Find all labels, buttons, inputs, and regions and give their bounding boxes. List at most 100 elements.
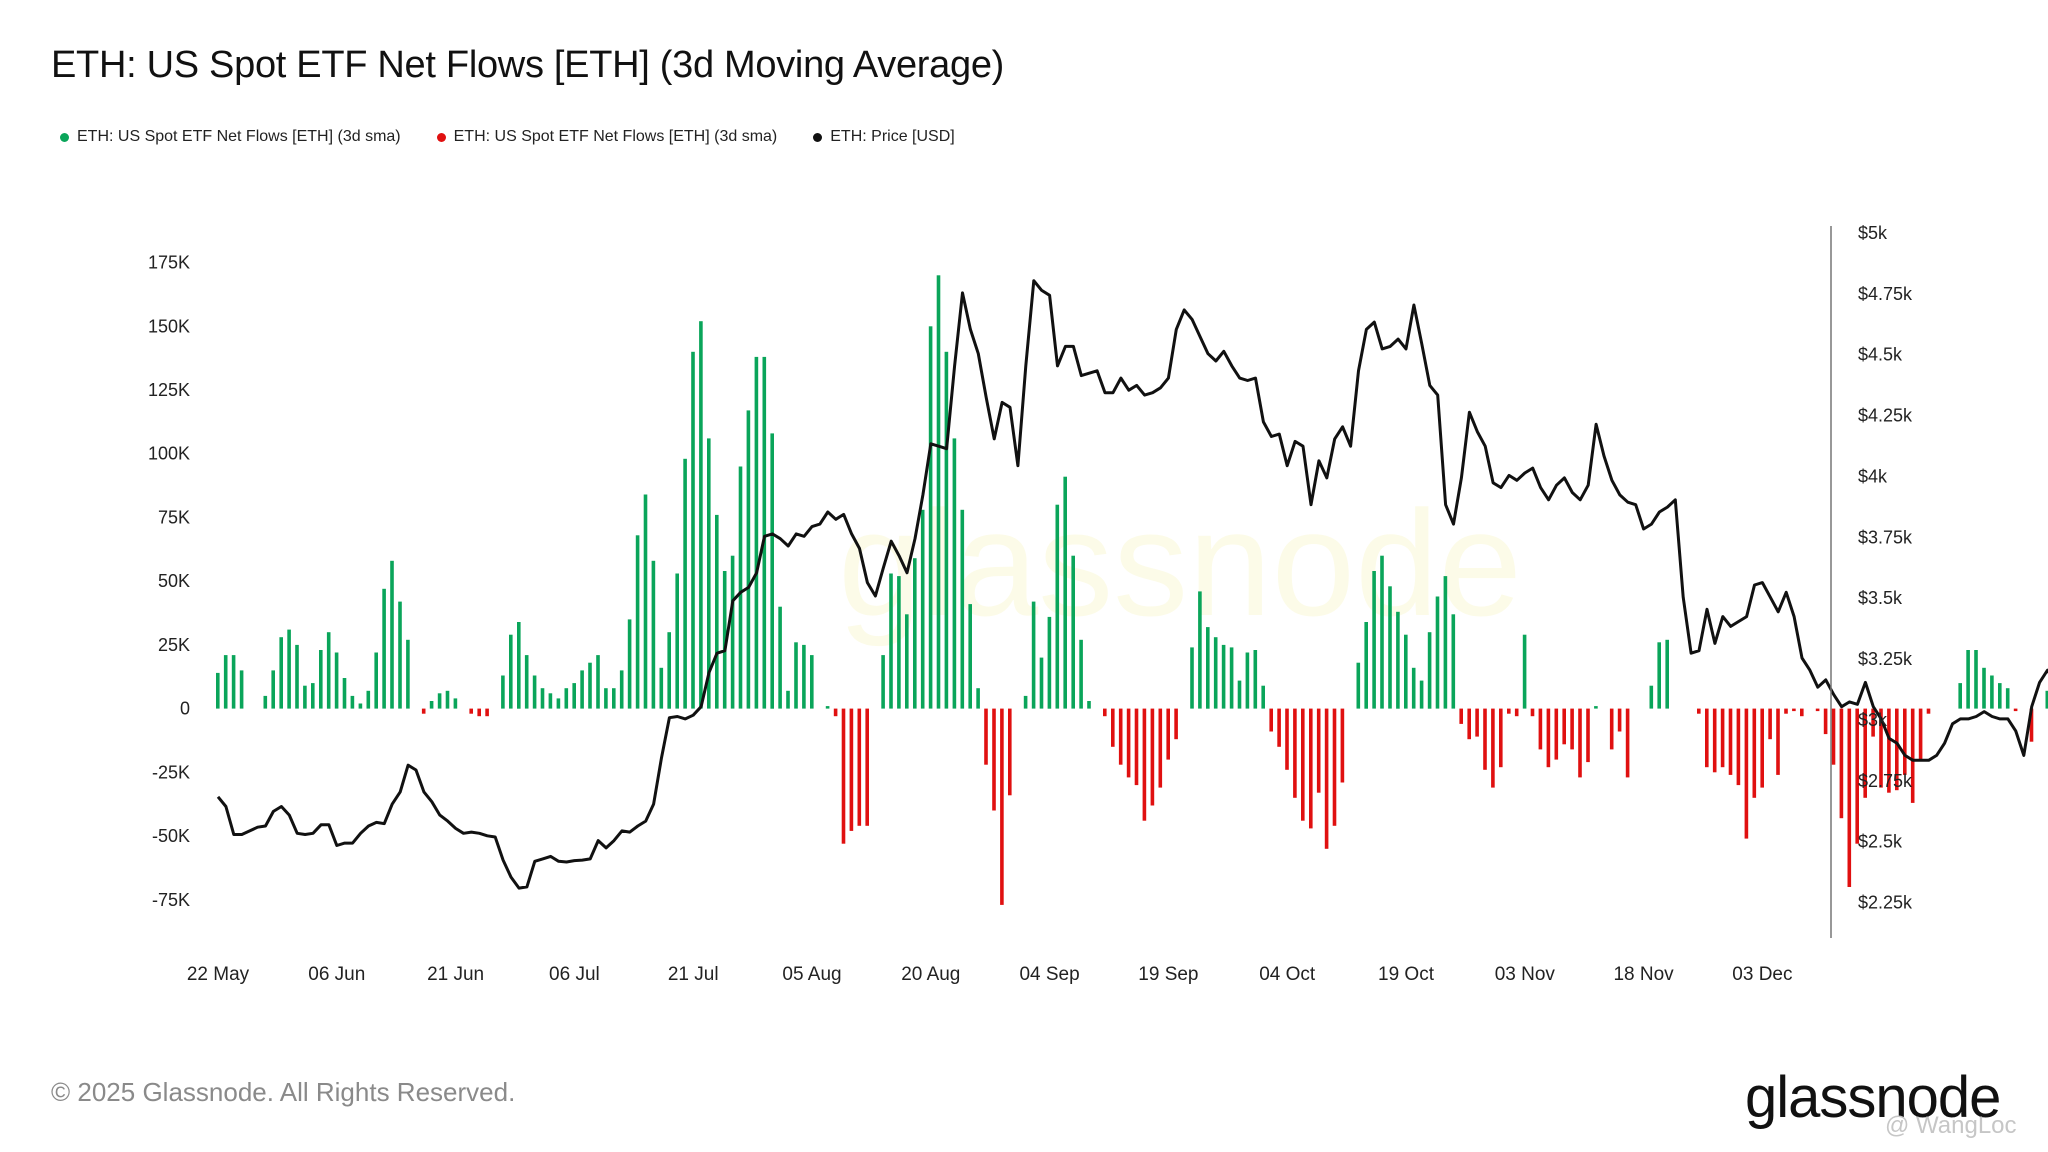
right-tick-label: $4.5k	[1858, 345, 1903, 365]
inflow-bar	[1221, 644, 1226, 709]
inflow-bar	[350, 695, 355, 709]
outflow-bar	[421, 708, 426, 714]
outflow-bar	[1586, 708, 1590, 763]
left-tick-label: 50K	[158, 571, 190, 591]
inflow-bar	[667, 632, 671, 709]
outflow-bar	[1158, 708, 1163, 788]
inflow-bar	[216, 672, 220, 709]
inflow-bar	[1451, 614, 1456, 709]
inflow-bar	[651, 560, 656, 709]
outflow-bar	[1118, 708, 1123, 765]
x-tick-label: 04 Sep	[1019, 964, 1079, 985]
inflow-bar	[635, 535, 640, 709]
outflow-bar	[1459, 708, 1463, 724]
inflow-bar	[1388, 586, 1392, 709]
outflow-bar	[1491, 708, 1495, 788]
outflow-bar	[1752, 708, 1757, 798]
outflow-bar	[1269, 708, 1273, 732]
legend-label-inflows: ETH: US Spot ETF Net Flows [ETH] (3d sma…	[77, 128, 401, 145]
outflow-bar	[1855, 708, 1859, 844]
inflow-bar	[279, 637, 283, 709]
right-tick-label: $3k	[1858, 710, 1888, 730]
inflow-bar	[1443, 576, 1448, 709]
outflow-bar	[1760, 708, 1764, 788]
outflow-bar	[1705, 708, 1709, 768]
inflow-bar	[501, 675, 505, 709]
outflow-bar	[1103, 708, 1107, 717]
x-tick-label: 21 Jun	[427, 964, 484, 985]
outflow-bar	[2029, 708, 2034, 742]
outflow-bar	[485, 708, 489, 717]
inflow-bar	[730, 555, 735, 709]
inflow-bar	[1206, 627, 1210, 709]
inflow-bar	[453, 698, 458, 709]
outflow-bar	[1895, 708, 1899, 791]
inflow-bar	[2005, 688, 2010, 709]
right-tick-label: $3.25k	[1858, 649, 1913, 669]
outflow-bar	[1538, 708, 1543, 750]
inflow-bar	[517, 622, 521, 709]
inflow-bar	[311, 683, 315, 709]
inflow-bar	[881, 655, 885, 709]
legend-item-outflows[interactable]: ETH: US Spot ETF Net Flows [ETH] (3d sma…	[436, 128, 778, 146]
inflow-bar	[1998, 683, 2002, 709]
inflow-bar	[715, 514, 719, 709]
inflow-bar	[920, 509, 925, 709]
inflow-bar	[580, 670, 584, 709]
x-tick-label: 06 Jun	[308, 964, 365, 985]
legend-label-outflows: ETH: US Spot ETF Net Flows [ETH] (3d sma…	[453, 128, 778, 145]
credit-watermark: @ WangLoc	[1885, 1112, 2017, 1139]
inflow-bar	[326, 632, 331, 709]
inflow-bar	[588, 662, 592, 709]
right-tick-label: $4.75k	[1858, 284, 1913, 304]
glassnode-logo: glassnode	[1745, 1065, 2001, 1130]
outflow-bar	[1570, 708, 1574, 750]
outflow-bar	[1332, 708, 1337, 826]
right-tick-label: $4k	[1858, 466, 1888, 486]
inflow-bar	[1079, 639, 1083, 709]
x-tick-label: 03 Dec	[1732, 964, 1792, 985]
outflow-bar	[1784, 708, 1788, 714]
outflow-bar	[1150, 708, 1155, 806]
inflow-bar	[382, 588, 386, 709]
inflow-bar	[1665, 639, 1669, 709]
left-tick-label: -50K	[152, 826, 190, 846]
x-tick-label: 04 Oct	[1259, 964, 1316, 985]
x-tick-label: 03 Nov	[1495, 964, 1556, 985]
inflow-bar	[976, 688, 980, 709]
x-tick-label: 22 May	[187, 964, 250, 985]
left-tick-label: -25K	[152, 762, 190, 782]
outflow-bar	[1625, 708, 1630, 778]
inflow-bar	[659, 667, 664, 709]
legend-item-inflows[interactable]: ETH: US Spot ETF Net Flows [ETH] (3d sma…	[60, 128, 401, 146]
outflow-bar	[849, 708, 854, 831]
x-tick-label: 19 Sep	[1138, 964, 1198, 985]
inflow-bar	[271, 670, 275, 709]
price-line-group	[216, 279, 2048, 890]
inflow-bar	[1245, 652, 1250, 709]
inflow-bar	[374, 652, 378, 709]
inflow-bar	[287, 629, 291, 709]
outflow-bar	[1910, 708, 1915, 803]
inflow-bar	[691, 351, 695, 709]
inflow-bar	[952, 438, 957, 709]
outflow-bar	[1475, 708, 1479, 737]
outflow-bar	[865, 708, 869, 826]
inflow-bar	[295, 644, 299, 709]
inflow-bar	[1087, 701, 1091, 709]
right-tick-label: $2.5k	[1858, 832, 1903, 852]
inflow-bar	[968, 604, 972, 709]
inflow-bar	[319, 650, 323, 709]
x-tick-label: 05 Aug	[782, 964, 841, 985]
inflow-bar	[1213, 637, 1218, 709]
inflow-bar	[889, 573, 893, 709]
outflow-bar	[1293, 708, 1297, 798]
outflow-bar	[1879, 708, 1883, 788]
legend-item-price[interactable]: ETH: Price [USD]	[813, 128, 955, 146]
outflow-bar	[984, 708, 988, 765]
legend-dot-black	[813, 132, 823, 142]
inflow-bar	[532, 675, 537, 709]
outflow-bar	[1736, 708, 1741, 786]
inflow-bar	[1190, 647, 1194, 709]
outflow-bar	[1309, 708, 1313, 829]
